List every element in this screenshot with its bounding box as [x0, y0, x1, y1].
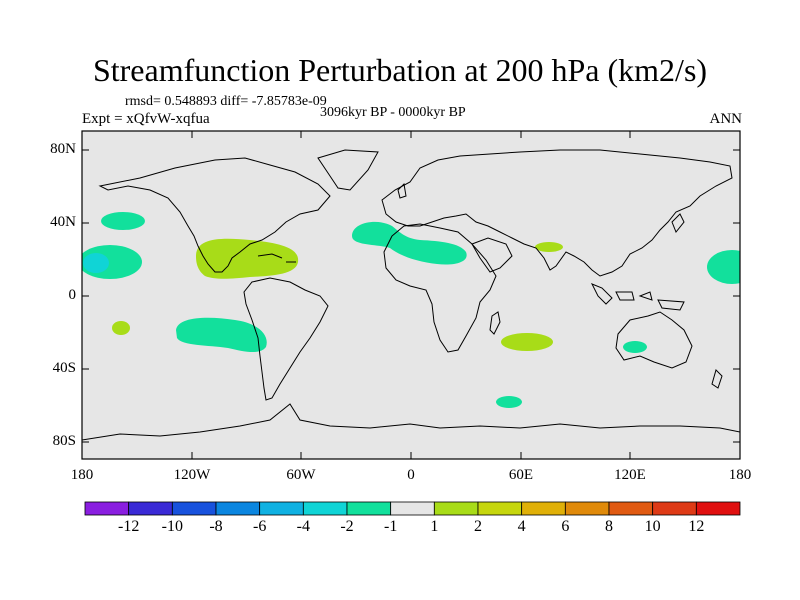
colorbar-label: -10	[161, 518, 183, 535]
colorbar-swatch	[215, 501, 261, 516]
colorbar-label: -2	[340, 518, 354, 535]
experiment-label: Expt = xQfvW-xqfua	[82, 111, 210, 127]
lon-label: 180	[728, 467, 752, 483]
lat-label: 40S	[52, 360, 76, 376]
lat-label: 0	[68, 287, 77, 303]
colorbar-label: -12	[117, 518, 140, 535]
anomaly-southern-ocean	[496, 396, 522, 408]
anomaly-layer	[82, 149, 740, 441]
colorbar-swatch	[652, 501, 697, 516]
colorbar-swatch	[259, 501, 304, 516]
lon-label: 120W	[173, 467, 211, 483]
stats-line: rmsd= 0.548893 diff= -7.85783e-09	[125, 94, 327, 109]
anomaly-south-indian-ocean	[501, 333, 553, 351]
colorbar-label: -8	[209, 518, 223, 535]
colorbar-swatch	[521, 501, 566, 516]
colorbar-label: -4	[296, 518, 310, 535]
lat-label: 40N	[50, 214, 76, 230]
coastlines	[82, 149, 740, 441]
colorbar-label: 8	[605, 518, 613, 535]
colorbar-label: -6	[252, 518, 267, 535]
anomaly-south-pacific-small	[112, 321, 130, 335]
lon-label: 0	[407, 467, 415, 483]
anomaly-hawaii-core	[83, 253, 109, 273]
anomaly-australia	[623, 341, 647, 353]
period-label: 3096kyr BP - 0000kyr BP	[320, 105, 466, 120]
anomaly-caribbean-gulf	[196, 238, 299, 279]
lat-label: 80N	[50, 141, 76, 157]
colorbar-label: 2	[474, 518, 482, 535]
lon-label: 60E	[508, 467, 534, 483]
lon-label: 120E	[614, 467, 646, 483]
lon-ticks	[81, 131, 741, 459]
colorbar-swatch	[564, 501, 610, 516]
colorbar-swatch	[128, 501, 173, 516]
lon-label: 180	[70, 467, 94, 483]
colorbar-swatch	[695, 501, 741, 516]
colorbar-swatch	[608, 501, 654, 516]
anomaly-south-pacific-large	[176, 317, 267, 353]
anomaly-north-atlantic-africa	[352, 221, 467, 265]
colorbar-swatch	[433, 501, 479, 516]
colorbar-label: 1	[430, 518, 439, 535]
colorbar-label: -1	[383, 518, 398, 535]
colorbar-swatch	[477, 501, 523, 516]
colorbar-label: 6	[561, 518, 570, 535]
colorbar-swatch	[84, 501, 130, 516]
anomaly-north-pacific-east	[101, 212, 145, 230]
colorbar-swatch	[346, 501, 392, 516]
colorbar-swatch	[302, 501, 348, 516]
season-label: ANN	[709, 111, 743, 127]
anomaly-india	[535, 242, 563, 252]
colorbar-swatch	[390, 501, 435, 516]
map-background	[82, 131, 740, 459]
colorbar-swatch	[171, 501, 217, 516]
colorbar-label: 10	[644, 518, 661, 535]
colorbar	[84, 501, 741, 516]
lat-label: 80S	[52, 433, 76, 449]
lat-ticks	[82, 149, 740, 443]
anomaly-west-pacific	[707, 250, 740, 284]
lon-label: 60W	[286, 467, 316, 483]
colorbar-label: 12	[688, 518, 705, 535]
chart-title: Streamfunction Perturbation at 200 hPa (…	[92, 52, 708, 88]
colorbar-label: 4	[517, 518, 526, 535]
